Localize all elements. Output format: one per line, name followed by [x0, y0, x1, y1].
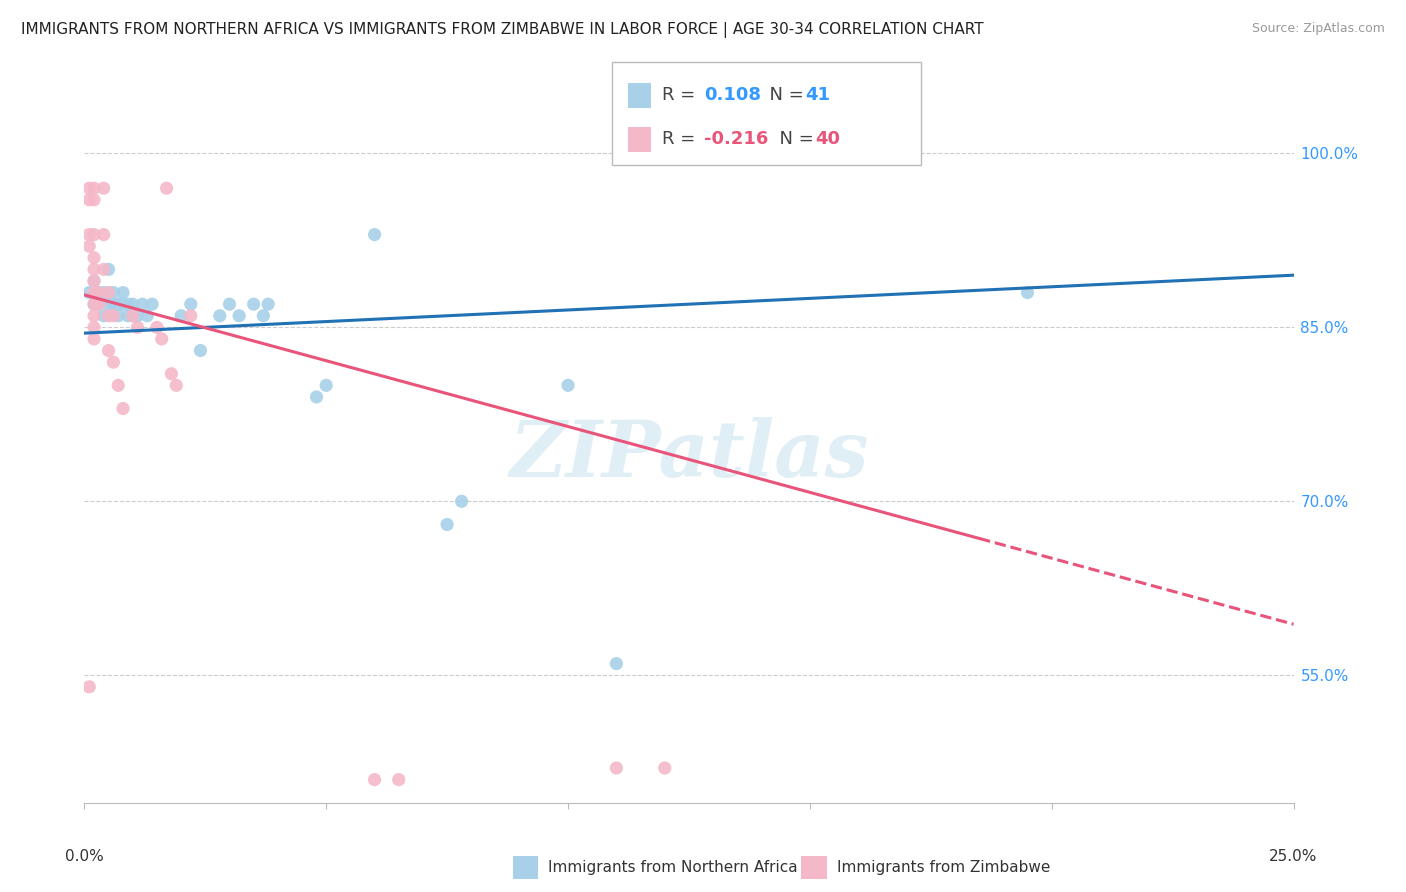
Point	[155, 181, 177, 195]
Point	[218, 297, 240, 311]
Point	[160, 367, 183, 381]
Point	[228, 309, 250, 323]
Point	[103, 309, 125, 323]
Point	[87, 297, 110, 311]
Text: N =: N =	[768, 130, 820, 148]
Point	[208, 309, 231, 323]
Text: N =: N =	[758, 87, 810, 104]
Point	[77, 193, 100, 207]
Point	[305, 390, 328, 404]
Point	[83, 332, 105, 346]
Point	[131, 297, 153, 311]
Text: -0.216: -0.216	[704, 130, 769, 148]
Point	[121, 309, 143, 323]
Point	[77, 181, 100, 195]
Point	[93, 181, 115, 195]
Point	[654, 761, 676, 775]
Point	[97, 297, 120, 311]
Point	[190, 343, 212, 358]
Point	[388, 772, 411, 787]
Point	[77, 680, 100, 694]
Point	[77, 227, 100, 242]
Text: 25.0%: 25.0%	[1270, 849, 1317, 864]
Point	[93, 227, 115, 242]
Point	[83, 297, 105, 311]
Point	[1017, 285, 1039, 300]
Point	[363, 772, 385, 787]
Point	[83, 262, 105, 277]
Point	[83, 309, 105, 323]
Point	[83, 193, 105, 207]
Point	[136, 309, 159, 323]
Point	[97, 285, 120, 300]
Point	[77, 239, 100, 253]
Point	[257, 297, 280, 311]
Point	[180, 297, 202, 311]
Text: Source: ZipAtlas.com: Source: ZipAtlas.com	[1251, 22, 1385, 36]
Point	[83, 181, 105, 195]
Point	[77, 285, 100, 300]
Point	[117, 309, 139, 323]
Text: R =: R =	[662, 87, 702, 104]
Point	[436, 517, 458, 532]
Point	[605, 761, 627, 775]
Point	[107, 378, 129, 392]
Point	[242, 297, 264, 311]
Point	[87, 297, 110, 311]
Point	[450, 494, 472, 508]
Point	[107, 297, 129, 311]
Point	[87, 285, 110, 300]
Point	[557, 378, 579, 392]
Text: Immigrants from Northern Africa: Immigrants from Northern Africa	[548, 860, 799, 874]
Point	[93, 309, 115, 323]
Point	[112, 297, 135, 311]
Point	[103, 285, 125, 300]
Point	[97, 309, 120, 323]
Point	[363, 227, 385, 242]
Point	[127, 320, 149, 334]
Point	[146, 320, 169, 334]
Y-axis label: In Labor Force | Age 30-34: In Labor Force | Age 30-34	[0, 353, 8, 557]
Point	[112, 401, 135, 416]
Point	[117, 297, 139, 311]
Point	[121, 297, 143, 311]
Point	[112, 285, 135, 300]
Point	[141, 297, 163, 311]
Point	[83, 285, 105, 300]
Point	[150, 332, 173, 346]
Text: 0.0%: 0.0%	[65, 849, 104, 864]
Text: 41: 41	[806, 87, 831, 104]
Text: 0.108: 0.108	[704, 87, 762, 104]
Point	[97, 285, 120, 300]
Text: IMMIGRANTS FROM NORTHERN AFRICA VS IMMIGRANTS FROM ZIMBABWE IN LABOR FORCE | AGE: IMMIGRANTS FROM NORTHERN AFRICA VS IMMIG…	[21, 22, 984, 38]
Point	[605, 657, 627, 671]
Point	[127, 309, 149, 323]
Point	[165, 378, 187, 392]
Point	[180, 309, 202, 323]
Point	[83, 251, 105, 265]
Point	[170, 309, 193, 323]
Point	[315, 378, 337, 392]
Text: Immigrants from Zimbabwe: Immigrants from Zimbabwe	[837, 860, 1050, 874]
Point	[83, 274, 105, 288]
Point	[83, 320, 105, 334]
Point	[97, 343, 120, 358]
Text: ZIPatlas: ZIPatlas	[509, 417, 869, 493]
Point	[103, 297, 125, 311]
Point	[97, 262, 120, 277]
Point	[87, 285, 110, 300]
Point	[103, 355, 125, 369]
Text: 40: 40	[815, 130, 841, 148]
Point	[252, 309, 274, 323]
Point	[83, 227, 105, 242]
Point	[107, 309, 129, 323]
Text: R =: R =	[662, 130, 702, 148]
Point	[93, 262, 115, 277]
Point	[93, 285, 115, 300]
Point	[83, 274, 105, 288]
Point	[83, 297, 105, 311]
Point	[121, 309, 143, 323]
